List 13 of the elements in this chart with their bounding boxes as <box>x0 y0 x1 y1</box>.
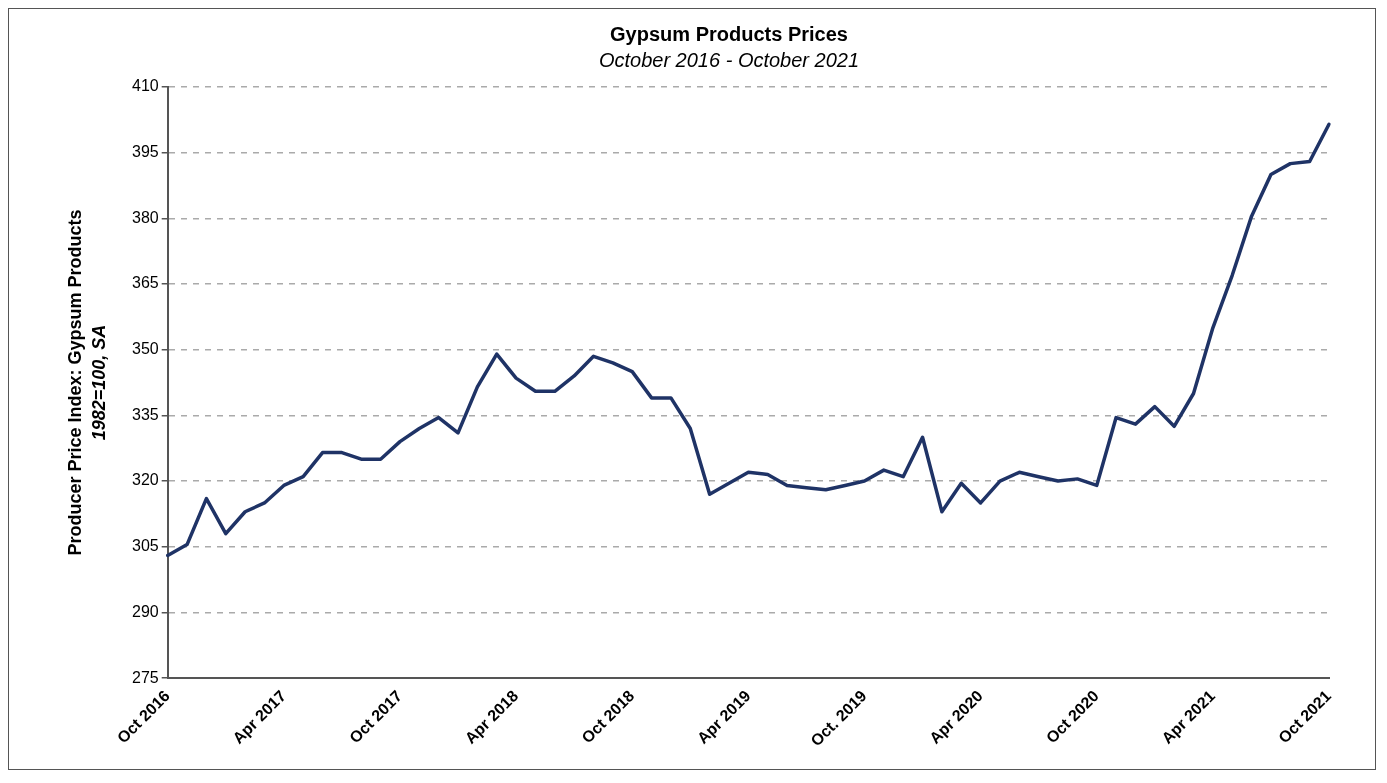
y-tick-label: 380 <box>131 208 159 226</box>
y-tick-label: 320 <box>131 471 159 489</box>
y-tick-label: 335 <box>131 405 159 423</box>
y-tick-label: 305 <box>131 537 159 555</box>
y-tick-label: 395 <box>131 143 159 161</box>
y-axis-title: Producer Price Index: Gypsum Products 1982=100, SA <box>64 209 109 556</box>
chart-subtitle: October 2016 - October 2021 <box>598 48 860 71</box>
chart-title: Gypsum Products Prices <box>610 22 848 45</box>
y-tick-label: 365 <box>131 274 159 292</box>
y-tick-label: 350 <box>131 340 159 358</box>
y-tick-label: 290 <box>131 602 159 620</box>
y-tick-label: 275 <box>131 668 159 686</box>
y-tick-label: 410 <box>131 77 159 95</box>
